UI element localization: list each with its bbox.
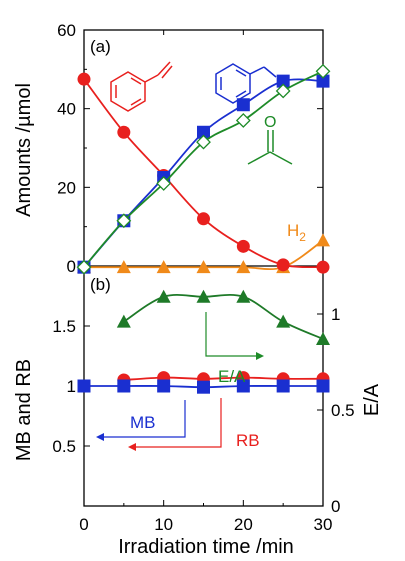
b-point-mb — [276, 379, 290, 393]
y-axis-label-mb-rb: MB and RB — [13, 359, 35, 461]
y-tick-label-a: 40 — [57, 100, 76, 119]
callout-arrows — [96, 312, 264, 451]
b-point-e/a — [276, 314, 291, 328]
y-axis-label-amounts: Amounts /µmol — [13, 83, 35, 217]
b-point-mb — [117, 379, 131, 393]
y-tick-label-a: 60 — [57, 21, 76, 40]
a-point-h2 — [236, 260, 251, 274]
y-tick-label-a: 0 — [67, 257, 76, 276]
b-point-e/a — [156, 289, 171, 303]
a-point-styrene — [316, 260, 330, 274]
rb-series-label: RB — [236, 431, 260, 450]
y-tick-label-b: 1 — [67, 377, 76, 396]
a-point-ethylbenzene — [276, 74, 290, 88]
a-point-acetone — [156, 175, 172, 191]
b-series-e/a — [116, 289, 330, 345]
y2-tick-label: 0.5 — [331, 401, 355, 420]
a-point-h2 — [116, 260, 131, 274]
panel-b-label: (b) — [90, 275, 111, 294]
mb-series-label: MB — [130, 413, 156, 432]
a-series-ethylbenzene — [77, 74, 330, 274]
b-point-e/a — [116, 314, 131, 328]
h2-label: H2 — [287, 221, 306, 244]
x-tick-label: 30 — [314, 515, 333, 534]
a-series-acetone — [76, 63, 331, 275]
a-point-styrene — [117, 125, 131, 139]
y2-tick-label: 1 — [331, 305, 340, 324]
styrene-structure-icon — [110, 61, 173, 112]
y2-axis-label-ea: E/A — [361, 383, 383, 416]
a-point-h2 — [196, 260, 211, 274]
a-point-ethylbenzene — [316, 74, 330, 88]
x-tick-label: 20 — [234, 515, 253, 534]
series-layer — [76, 63, 331, 394]
b-point-e/a — [316, 331, 330, 345]
acetone-oxygen-label: O — [264, 114, 276, 131]
b-point-mb — [236, 379, 250, 393]
a-series-styrene — [77, 72, 330, 274]
y2-tick-label: 0 — [331, 497, 340, 516]
b-point-mb — [77, 379, 91, 393]
a-point-acetone — [76, 259, 92, 275]
acetone-structure-icon — [247, 130, 293, 165]
b-point-mb — [316, 379, 330, 393]
panel-b-axes: 0.511.500.510 10 20 30 — [52, 30, 355, 534]
x-axis-label: Irradiation time /min — [118, 536, 294, 558]
a-point-h2 — [156, 260, 171, 274]
ethylbenzene-structure-icon — [215, 63, 277, 104]
a-point-styrene — [276, 258, 290, 272]
panel-a-label: (a) — [90, 37, 111, 56]
a-point-styrene — [197, 212, 210, 226]
a-point-acetone — [116, 213, 132, 229]
a-point-acetone — [275, 83, 291, 99]
a-point-ethylbenzene — [197, 125, 210, 139]
b-point-e/a — [196, 289, 211, 303]
x-tick-label: 10 — [154, 515, 173, 534]
y-tick-label-b: 1.5 — [52, 317, 76, 336]
a-point-acetone — [235, 113, 251, 128]
b-point-e/a — [236, 289, 251, 303]
a-point-acetone — [196, 134, 211, 150]
b-series-mb — [77, 379, 330, 394]
b-point-mb — [157, 379, 171, 393]
a-point-ethylbenzene — [236, 98, 250, 112]
y-tick-label-a: 20 — [57, 178, 76, 197]
y-tick-label-b: 0.5 — [52, 437, 76, 456]
a-point-acetone — [315, 63, 331, 79]
ea-series-label: E/A — [218, 367, 246, 386]
panel-a-axes: 0 20 40 60 — [57, 21, 323, 276]
x-tick-label: 0 — [79, 515, 88, 534]
a-point-styrene — [77, 72, 91, 86]
b-point-mb — [197, 380, 210, 394]
a-point-h2 — [316, 233, 330, 247]
b-line-e/a — [123, 293, 324, 340]
a-point-styrene — [236, 239, 250, 253]
